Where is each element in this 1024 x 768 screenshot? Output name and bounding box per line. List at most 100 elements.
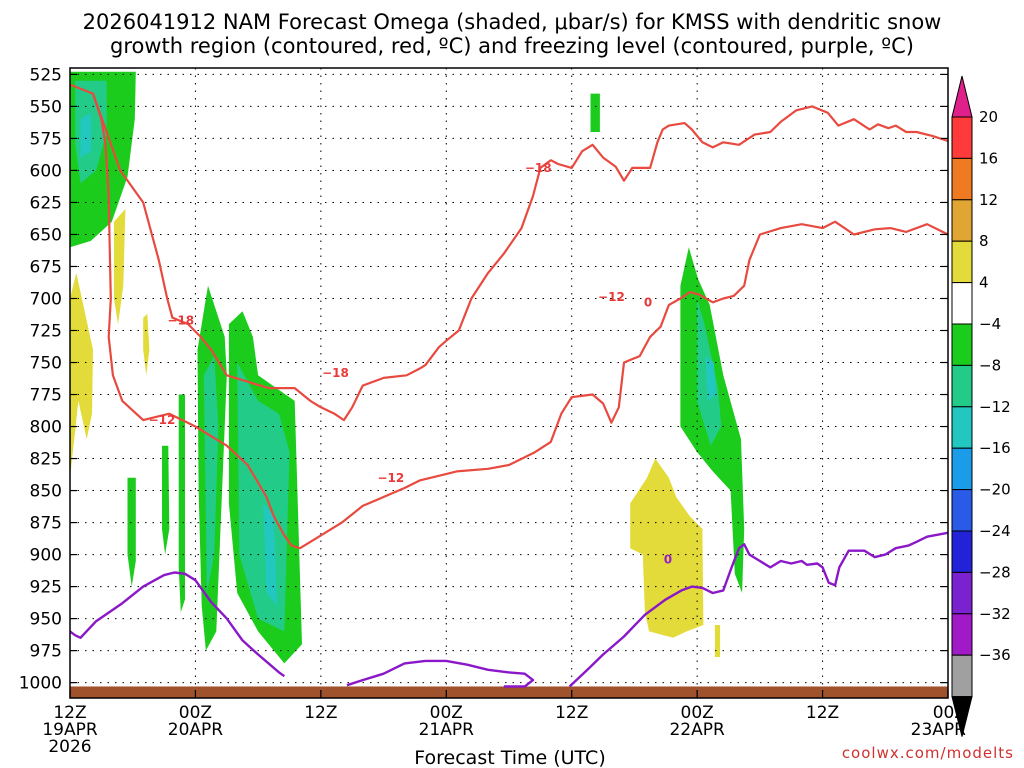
colorbar-segment-6 <box>951 364 973 408</box>
omega-region-3 <box>590 93 600 132</box>
omega-region-9 <box>178 394 185 613</box>
colorbar-label-2: 12 <box>979 191 998 209</box>
colorbar-label-5: −4 <box>979 315 1001 333</box>
y-tick-label-925: 925 <box>30 578 62 598</box>
colorbar-label-8: −16 <box>979 439 1011 457</box>
chart-title-line1: 2026041912 NAM Forecast Omega (shaded, μ… <box>83 10 942 34</box>
y-tick-label-525: 525 <box>30 65 62 85</box>
contour-lines <box>70 83 948 688</box>
omega-region-11 <box>203 356 219 593</box>
colorbar-segment-13 <box>951 654 973 698</box>
contour-labels: −18 −12 −18 −12 −18 −12 0 0 <box>149 161 672 567</box>
y-axis-ticks: 525 550 575 600 625 650 675 700 725 750 775 800 825 8… <box>19 65 948 694</box>
colorbar-label-6: −8 <box>979 356 1001 374</box>
terrain-strip <box>70 686 948 698</box>
colorbar-segment-5 <box>951 323 973 366</box>
colorbar-label-9: −20 <box>979 481 1011 499</box>
y-tick-label-550: 550 <box>30 97 62 117</box>
x-tick-label-36-1: 21APR <box>419 720 475 740</box>
colorbar-label-7: −12 <box>979 398 1011 416</box>
colorbar-label-0: 20 <box>979 108 998 126</box>
contour-label-5: −12 <box>598 290 625 304</box>
colorbar-segment-11 <box>951 571 973 615</box>
colorbar-bottom-arrow <box>951 696 973 737</box>
contour-label-4: −18 <box>525 161 552 175</box>
y-tick-label-900: 900 <box>30 546 62 566</box>
colorbar-label-3: 8 <box>979 232 989 250</box>
y-tick-label-675: 675 <box>30 257 62 277</box>
omega-region-19 <box>714 625 721 657</box>
colorbar-segment-0 <box>951 116 973 159</box>
omega-region-18 <box>630 458 704 638</box>
colorbar-label-12: −32 <box>979 605 1011 623</box>
colorbar-segment-3 <box>951 240 973 284</box>
y-tick-label-950: 950 <box>30 610 62 630</box>
y-tick-label-600: 600 <box>30 161 62 181</box>
y-tick-label-750: 750 <box>30 354 62 374</box>
colorbar-segment-10 <box>951 530 973 573</box>
colorbar-segment-9 <box>951 489 973 532</box>
colorbar-segment-7 <box>951 406 973 449</box>
x-tick-label-84-1: 23APR <box>911 720 967 740</box>
freezing-level-contour-1 <box>70 571 285 678</box>
x-tick-label-72-0: 12Z <box>806 703 839 723</box>
contour-label-3: −12 <box>378 471 405 485</box>
omega-region-8 <box>162 445 170 555</box>
colorbar-label-1: 16 <box>979 149 998 167</box>
x-tick-label-60-1: 22APR <box>669 720 725 740</box>
omega-region-4 <box>113 208 126 325</box>
contour-label-1: −12 <box>149 413 176 427</box>
omega-region-5 <box>70 272 93 478</box>
contour-label-7: 0 <box>664 553 672 567</box>
y-tick-label-825: 825 <box>30 450 62 470</box>
x-tick-label-36-0: 00Z <box>430 703 463 723</box>
dgz-contour-minus12 <box>70 83 948 550</box>
omega-region-14 <box>263 503 277 606</box>
y-tick-label-875: 875 <box>30 514 62 534</box>
y-tick-label-1000: 1000 <box>19 674 62 694</box>
colorbar-segment-1 <box>951 157 973 201</box>
omega-region-6 <box>143 313 150 376</box>
y-tick-label-975: 975 <box>30 642 62 662</box>
x-tick-label-0-1: 19APR <box>42 720 98 740</box>
y-tick-label-650: 650 <box>30 225 62 245</box>
terrain-layer <box>70 686 948 698</box>
colorbar-top-arrow <box>951 75 973 118</box>
colorbar-segment-8 <box>951 447 973 491</box>
x-tick-label-24-0: 12Z <box>304 703 337 723</box>
colorbar-segment-4 <box>951 282 973 325</box>
colorbar: 20 16 12 8 4 −4 −8 −12 −16 −20 −24 −28 −32 −36 <box>951 75 1011 737</box>
contour-label-2: −18 <box>322 366 349 380</box>
plot-frame <box>69 67 949 699</box>
freezing-level-contour-2 <box>346 659 535 688</box>
y-tick-label-800: 800 <box>30 418 62 438</box>
omega-region-13 <box>237 362 290 632</box>
credit-text: coolwx.com/modelts <box>842 744 1014 762</box>
omega-region-7 <box>127 477 136 587</box>
dgz-contour-minus18 <box>91 93 948 422</box>
x-tick-label-48-0: 12Z <box>555 703 588 723</box>
y-tick-label-725: 725 <box>30 322 62 342</box>
x-axis-label: Forecast Time (UTC) <box>414 747 605 768</box>
x-tick-label-0-0: 12Z <box>53 703 86 723</box>
contour-label-0: −18 <box>167 313 194 327</box>
colorbar-label-13: −36 <box>979 646 1011 664</box>
colorbar-segment-2 <box>951 199 973 242</box>
freezing-level-contour-3 <box>568 531 948 688</box>
omega-region-2 <box>80 112 91 158</box>
x-tick-label-60-0: 00Z <box>681 703 714 723</box>
colorbar-segment-12 <box>951 613 973 656</box>
y-tick-label-775: 775 <box>30 386 62 406</box>
colorbar-label-11: −28 <box>979 563 1011 581</box>
contour-label-6: 0 <box>644 295 652 309</box>
chart-title-line2: growth region (contoured, red, ºC) and f… <box>110 34 914 58</box>
omega-region-17 <box>705 356 716 401</box>
colorbar-label-4: 4 <box>979 274 989 292</box>
x-tick-label-0-2: 2026 <box>48 737 91 757</box>
y-tick-label-625: 625 <box>30 193 62 213</box>
y-tick-label-850: 850 <box>30 482 62 502</box>
y-tick-label-700: 700 <box>30 289 62 309</box>
x-tick-label-12-1: 20APR <box>168 720 224 740</box>
